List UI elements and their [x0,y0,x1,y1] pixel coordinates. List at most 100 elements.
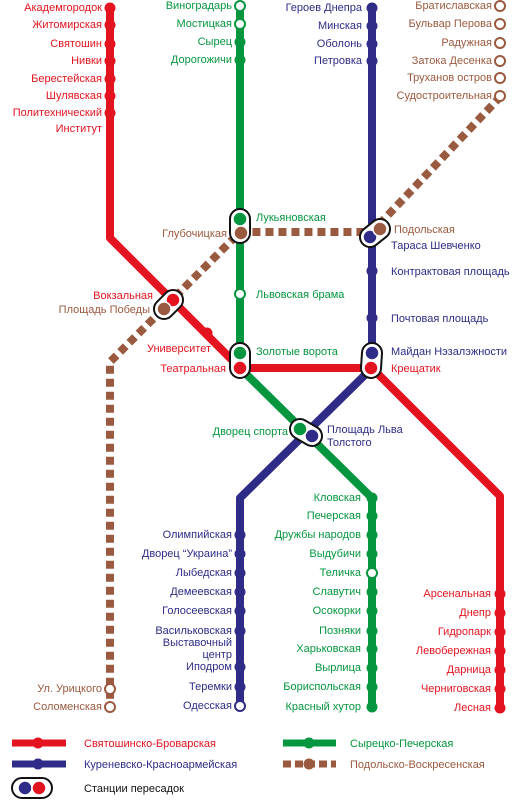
station-label[interactable]: Лесная [454,702,491,714]
blue-station-dot[interactable] [366,20,378,32]
green-station-dot[interactable] [234,36,246,48]
green-station-dot[interactable] [366,681,378,693]
station-label[interactable]: Черниговская [421,683,491,695]
station-label[interactable]: Глубочицкая [162,228,227,240]
station-label[interactable]: Иподром [186,661,232,673]
brown-station-open[interactable] [494,0,506,12]
station-label[interactable]: Политехнический [13,107,102,119]
station-label[interactable]: Дружбы народов [275,529,362,541]
brown-station-open[interactable] [494,55,506,67]
station-label[interactable]: Выставочный [163,637,232,649]
station-label[interactable]: Печерская [307,510,361,522]
green-station-open[interactable] [234,0,246,12]
blue-station-dot[interactable] [366,38,378,50]
station-label[interactable]: Дорогожичи [171,54,232,66]
blue-transfer-station[interactable] [364,345,380,361]
blue-station-open[interactable] [234,700,246,712]
green-station-dot[interactable] [366,529,378,541]
station-label[interactable]: Арсенальная [423,588,491,600]
station-label[interactable]: Мостицкая [176,18,232,30]
station-label[interactable]: Харьковская [296,643,361,655]
red-station-dot[interactable] [201,327,213,339]
station-label[interactable]: Братиславская [415,0,492,12]
station-label[interactable]: Сырец [198,36,233,48]
brown-station-open[interactable] [104,683,116,695]
station-label[interactable]: Выдубичи [309,548,361,560]
red-station-dot[interactable] [104,73,116,85]
red-station-dot[interactable] [104,19,116,31]
station-label[interactable]: Оболонь [317,38,362,50]
blue-station-dot[interactable] [234,605,246,617]
green-station-dot[interactable] [366,586,378,598]
red-transfer-station[interactable] [363,360,379,376]
station-label[interactable]: Теличка [320,567,362,579]
station-label[interactable]: Академгородок [24,2,102,14]
green-station-dot[interactable] [366,662,378,674]
station-label[interactable]: Васильковская [155,625,232,637]
red-station-dot[interactable] [494,683,506,695]
red-station-dot[interactable] [494,588,506,600]
station-label[interactable]: Житомирская [32,19,102,31]
station-label[interactable]: Олимпийская [163,529,232,541]
red-station-dot[interactable] [104,38,116,50]
station-label[interactable]: Радужная [441,37,492,49]
station-label[interactable]: Университет [147,343,211,355]
station-label[interactable]: Дарница [447,664,492,676]
station-label[interactable]: центр [202,649,232,661]
station-label[interactable]: Днепр [459,607,491,619]
station-label[interactable]: Майдан Нэзалэжности [391,346,507,358]
station-label[interactable]: Дворец спорта [213,426,289,438]
brown-transfer-station[interactable] [156,301,172,317]
station-label[interactable]: Минская [318,20,362,32]
station-label[interactable]: Площадь Льва [327,424,404,436]
green-station-dot[interactable] [366,643,378,655]
station-label[interactable]: Крещатик [391,363,441,375]
station-label[interactable]: Соломенская [33,701,102,713]
red-station-dot[interactable] [104,2,116,14]
red-station-dot[interactable] [494,607,506,619]
green-transfer-station[interactable] [232,345,248,361]
blue-station-dot[interactable] [234,681,246,693]
red-transfer-station[interactable] [232,360,248,376]
brown-station-open[interactable] [494,18,506,30]
station-label[interactable]: Петровка [314,55,363,67]
station-label[interactable]: Труханов остров [407,72,492,84]
green-station-open[interactable] [234,288,246,300]
red-station-dot[interactable] [494,664,506,676]
station-label[interactable]: Вокзальная [93,290,153,302]
station-label[interactable]: Святошин [50,38,102,50]
station-label[interactable]: Лыбедская [176,567,232,579]
red-station-dot[interactable] [494,645,506,657]
brown-station-open[interactable] [494,72,506,84]
blue-transfer-station[interactable] [304,428,320,444]
green-station-dot[interactable] [366,492,378,504]
blue-station-dot[interactable] [366,55,378,67]
station-label[interactable]: Институт [56,123,102,135]
blue-station-dot[interactable] [234,586,246,598]
station-label[interactable]: Голосеевская [162,605,232,617]
blue-station-dot[interactable] [234,529,246,541]
blue-station-dot[interactable] [366,2,378,14]
blue-station-dot[interactable] [234,661,246,673]
station-label[interactable]: Бульвар Перова [409,18,493,30]
station-label[interactable]: Одесская [183,700,232,712]
station-label[interactable]: Демеевская [170,586,232,598]
green-station-dot[interactable] [366,625,378,637]
station-label[interactable]: Львовская брама [256,289,345,301]
brown-transfer-station[interactable] [372,221,388,237]
green-transfer-station[interactable] [292,421,308,437]
green-station-dot[interactable] [366,548,378,560]
station-label[interactable]: Берестейская [31,73,102,85]
station-label[interactable]: Шулявская [46,90,102,102]
station-label[interactable]: Героев Днепра [286,2,363,14]
brown-station-open[interactable] [494,90,506,102]
station-label[interactable]: Золотые ворота [256,346,339,358]
station-label[interactable]: Ул. Урицкого [37,683,102,695]
station-label[interactable]: Почтовая площадь [391,313,489,325]
station-label[interactable]: Контрактовая площадь [391,266,510,278]
station-label[interactable]: Теремки [189,681,232,693]
station-label[interactable]: Красный хутор [286,701,361,713]
green-station-open[interactable] [234,18,246,30]
station-label[interactable]: Судостроительная [397,90,493,102]
station-label[interactable]: Затока Десенка [412,55,493,67]
